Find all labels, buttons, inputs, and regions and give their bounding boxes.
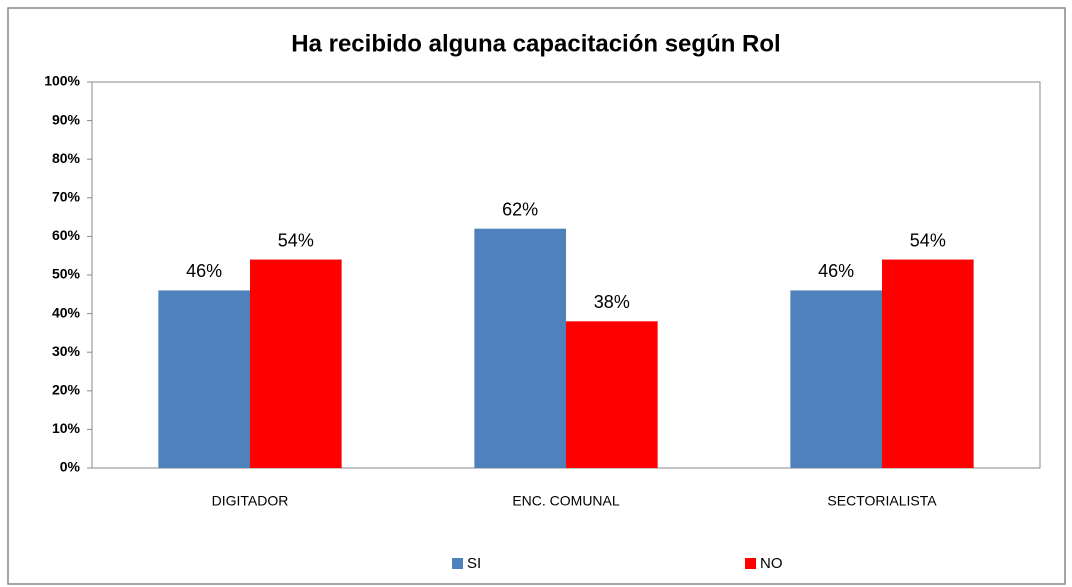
bar — [790, 290, 882, 468]
value-label: 62% — [502, 199, 538, 219]
y-tick-label: 10% — [52, 420, 81, 436]
y-tick-label: 0% — [60, 459, 81, 475]
y-tick-label: 40% — [52, 304, 81, 320]
y-tick-label: 70% — [52, 189, 81, 205]
bar — [882, 259, 974, 468]
legend-swatch — [452, 558, 463, 569]
value-label: 54% — [278, 230, 314, 250]
value-label: 46% — [186, 261, 222, 281]
y-tick-label: 90% — [52, 111, 81, 127]
y-tick-label: 20% — [52, 382, 81, 398]
bar — [250, 259, 342, 468]
value-label: 46% — [818, 261, 854, 281]
value-label: 54% — [910, 230, 946, 250]
y-tick-label: 100% — [44, 73, 80, 89]
x-tick-label: DIGITADOR — [212, 493, 289, 509]
chart-title: Ha recibido alguna capacitación según Ro… — [291, 30, 780, 57]
value-label: 38% — [594, 292, 630, 312]
bar — [158, 290, 250, 468]
y-tick-label: 50% — [52, 266, 81, 282]
bar — [566, 321, 658, 468]
y-tick-label: 60% — [52, 227, 81, 243]
x-tick-label: ENC. COMUNAL — [512, 493, 620, 509]
legend-label: SI — [467, 555, 481, 572]
bar — [474, 228, 566, 468]
x-tick-label: SECTORIALISTA — [827, 493, 937, 509]
legend-swatch — [745, 558, 756, 569]
y-tick-label: 80% — [52, 150, 81, 166]
legend-label: NO — [760, 555, 783, 572]
y-tick-label: 30% — [52, 343, 81, 359]
